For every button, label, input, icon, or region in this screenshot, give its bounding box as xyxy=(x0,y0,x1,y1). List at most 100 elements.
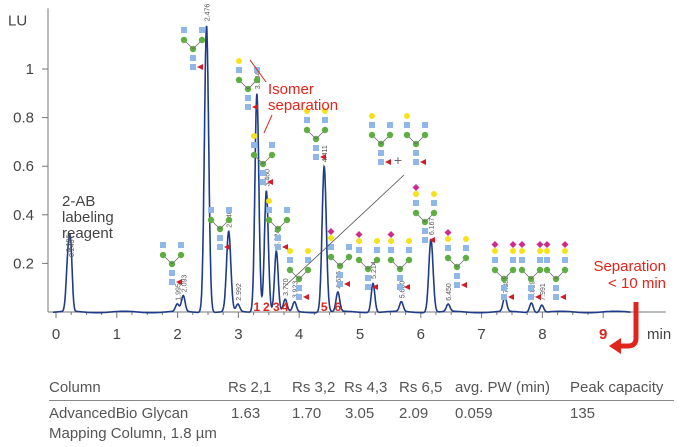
glcnac-square xyxy=(528,294,534,300)
mannose-circle xyxy=(412,209,420,217)
glcnac-square xyxy=(266,207,272,213)
peak-rt-label: 2.992 xyxy=(236,283,243,301)
mannose-circle xyxy=(180,36,188,44)
mannose-circle xyxy=(303,126,311,134)
glycan-structure xyxy=(491,241,517,300)
glcnac-square xyxy=(553,294,559,300)
glcnac-square xyxy=(275,244,281,250)
reagent-label: labeling xyxy=(62,209,114,226)
x-tick-label: 3 xyxy=(234,326,242,343)
peak-rt-label: 6.167 xyxy=(429,217,436,235)
glcnac-square xyxy=(337,281,343,287)
y-tick-label: 0.2 xyxy=(13,255,34,272)
galactose-circle xyxy=(492,248,498,254)
galactose-circle xyxy=(287,248,293,254)
glcnac-square xyxy=(190,64,196,70)
sialic-acid-diamond xyxy=(518,241,526,248)
galactose-circle xyxy=(537,248,543,254)
mannose-circle xyxy=(345,253,353,261)
reagent-label: reagent xyxy=(62,225,114,242)
glcnac-square xyxy=(260,170,266,176)
glcnac-square xyxy=(388,247,394,253)
table-divider xyxy=(49,400,674,401)
glcnac-square xyxy=(374,247,380,253)
mannose-circle xyxy=(268,151,276,159)
mannose-circle xyxy=(387,256,395,264)
glycan-structure xyxy=(355,231,381,290)
peak-rt-label: 6.450 xyxy=(446,283,453,301)
y-tick-label: 1 xyxy=(26,61,34,78)
galactose-circle xyxy=(304,108,310,114)
glcnac-square xyxy=(217,244,223,250)
glycan-structure xyxy=(543,241,569,300)
mannose-circle xyxy=(286,266,294,274)
mannose-circle xyxy=(509,266,517,274)
glcnac-square xyxy=(519,257,525,263)
glcnac-square xyxy=(378,150,384,156)
glcnac-square xyxy=(208,207,214,213)
mannose-circle xyxy=(430,209,438,217)
glcnac-square xyxy=(160,242,166,248)
glcnac-square xyxy=(413,200,419,206)
glcnac-square xyxy=(181,27,187,33)
axes: LU0.20.40.60.810 1 2 3 4 5 6 7 8 9 min xyxy=(8,8,671,343)
mannose-circle xyxy=(250,151,258,159)
glcnac-square xyxy=(245,104,251,110)
header-column: Column xyxy=(49,379,101,396)
peak-rt-label: 1.995 xyxy=(175,283,182,301)
peak-number: 3 xyxy=(273,300,280,314)
glcnac-square xyxy=(562,257,568,263)
mannose-circle xyxy=(444,254,452,262)
galactose-circle xyxy=(562,248,568,254)
value-avg-pw: 0.059 xyxy=(455,405,493,422)
x-tick-label: 4 xyxy=(295,326,303,343)
value-peak-capacity: 135 xyxy=(570,405,596,422)
galactose-circle xyxy=(251,133,257,139)
galactose-circle xyxy=(322,108,328,114)
peak-rt-label: 0.243 xyxy=(69,239,76,257)
peak-number: 4 xyxy=(282,300,289,314)
glcnac-square xyxy=(537,257,543,263)
galactose-circle xyxy=(404,113,410,119)
header-peak-capacity: Peak capacity xyxy=(570,379,664,396)
mannose-circle xyxy=(225,216,233,224)
galactose-circle xyxy=(413,191,419,197)
mannose-circle xyxy=(543,266,551,274)
mannose-circle xyxy=(536,266,544,274)
value-rs32: 1.70 xyxy=(292,405,322,422)
galactose-circle xyxy=(328,235,334,241)
mannose-circle xyxy=(177,251,185,259)
x-tick-label: 8 xyxy=(538,326,546,343)
glycan-structure xyxy=(159,242,185,285)
glcnac-square xyxy=(492,257,498,263)
glycan-structure xyxy=(368,113,394,165)
galactose-circle xyxy=(510,248,516,254)
isomer-pointer xyxy=(249,59,267,83)
mannose-circle xyxy=(518,266,526,274)
peak-rt-label: 4.411 xyxy=(322,145,329,162)
glcnac-square xyxy=(322,117,328,123)
glcnac-square xyxy=(217,235,223,241)
x-tick-label: 1 xyxy=(113,326,121,343)
glcnac-square xyxy=(245,95,251,101)
glcnac-square xyxy=(422,228,428,234)
mannose-circle xyxy=(321,126,329,134)
fucose-triangle xyxy=(429,237,435,243)
x-tick-label: 6 xyxy=(417,326,425,343)
sialic-acid-diamond xyxy=(444,229,452,236)
value-rs21: 1.63 xyxy=(231,405,261,422)
glycan-structure xyxy=(387,231,413,290)
peak-number: 1 xyxy=(254,300,261,314)
mannose-circle xyxy=(462,254,470,262)
red-arrow-shaft xyxy=(618,302,639,349)
fucose-triangle xyxy=(372,284,378,290)
sialic-acid-diamond xyxy=(509,241,517,248)
isomer-pointer xyxy=(263,114,273,134)
glcnac-square xyxy=(296,285,302,291)
fucose-triangle xyxy=(282,244,288,250)
fucose-triangle xyxy=(535,294,541,300)
fucose-triangle xyxy=(508,294,514,300)
glcnac-square xyxy=(431,200,437,206)
glcnac-square xyxy=(226,207,232,213)
peak-labels: 0.1960.2431.9952.0932.4762.8402.9923.304… xyxy=(66,4,547,301)
